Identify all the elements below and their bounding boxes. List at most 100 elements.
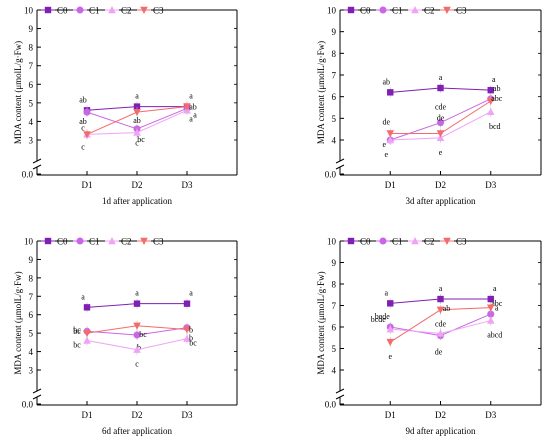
x-tick-label: D1: [82, 180, 93, 190]
data-label: bc: [189, 339, 197, 348]
data-point-C3: [486, 304, 495, 312]
data-point-C2: [386, 136, 395, 144]
data-point-C0: [183, 300, 191, 307]
data-label: de: [382, 118, 390, 127]
data-label: bcd: [489, 122, 501, 131]
data-label: a: [189, 92, 193, 101]
y-axis-title: MDA content (μmolL/g·Fw): [13, 41, 23, 144]
data-point-C3: [486, 97, 495, 105]
data-point-C2: [436, 329, 445, 337]
y-tick-label: 10: [327, 6, 337, 16]
data-point-C1: [437, 119, 444, 127]
legend-marker: [140, 6, 148, 14]
y-tick-label: 9: [332, 258, 337, 268]
data-label: e: [384, 150, 388, 159]
y-tick-label: 9: [332, 27, 337, 37]
data-label: c: [81, 123, 85, 132]
x-axis-title: 1d after application: [102, 196, 172, 206]
y-tick-label: 10: [24, 237, 34, 247]
data-point-C2: [386, 325, 395, 333]
y-tick-label: 7: [332, 301, 337, 311]
data-label: bc: [137, 135, 145, 144]
axis-break-mark: [32, 394, 42, 400]
x-tick-label: D3: [182, 180, 193, 190]
data-point-C3: [133, 108, 141, 117]
axis-break-mark: [335, 158, 345, 164]
legend-label: C0: [57, 237, 68, 247]
data-label: ab: [133, 116, 141, 125]
legend-label: C1: [392, 237, 403, 247]
legend-marker: [347, 237, 355, 245]
data-label: bcde: [371, 315, 387, 324]
series-C2: bc c bc: [73, 333, 197, 369]
data-label: a: [439, 73, 443, 82]
y-tick-label: 7: [332, 71, 337, 81]
series-C3: bc bc b: [73, 320, 193, 339]
legend-marker: [140, 237, 148, 245]
data-point-C3: [436, 130, 445, 138]
data-label: a: [189, 115, 193, 124]
data-label: abcd: [487, 331, 502, 340]
y-tick-label: 4: [332, 366, 337, 376]
data-label: b: [189, 334, 193, 343]
x-tick-label: D1: [385, 410, 396, 420]
legend-label: C2: [121, 237, 132, 247]
y-tick-label: 9: [29, 24, 34, 34]
data-label: e: [382, 140, 386, 149]
data-label: bc: [139, 330, 147, 339]
data-label: ab: [189, 102, 197, 111]
data-label: ab: [443, 304, 451, 313]
y-axis-title: MDA content (μmolL/g·Fw): [316, 271, 326, 374]
x-axis-title: 3d after application: [406, 196, 476, 206]
data-label: de: [437, 114, 445, 123]
legend: C0 C1 C2 C3: [41, 6, 164, 16]
data-label: e: [439, 148, 443, 157]
legend-label: C2: [121, 6, 132, 16]
y-tick-label: 0.0: [22, 400, 34, 410]
chart-panel-2: 0.0 4 5 6 7 8 9 10 D1 D2 D3 3d after application MDA…: [316, 6, 542, 206]
data-label: abc: [491, 299, 503, 308]
y-tick-label: 9: [29, 255, 34, 265]
y-tick-label: 3: [29, 136, 34, 146]
legend-label: C0: [360, 6, 371, 16]
legend-marker: [411, 6, 419, 14]
series-C0: ab a a: [382, 73, 496, 98]
legend-label: C3: [456, 237, 467, 247]
data-label: a: [495, 304, 499, 313]
data-label: a: [193, 110, 197, 119]
legend-label: C1: [89, 6, 100, 16]
x-axis-title: 6d after application: [102, 426, 172, 436]
data-point-C3: [133, 322, 141, 330]
x-tick-label: D1: [82, 410, 93, 420]
data-point-C0: [437, 84, 444, 92]
legend: C0 C1 C2 C3: [41, 237, 164, 247]
y-tick-label: 4: [332, 136, 337, 146]
x-axis-title: 9d after application: [406, 426, 476, 436]
axis-break-mark: [335, 388, 345, 394]
axis-break-mark: [335, 394, 345, 400]
legend-label: C2: [424, 237, 435, 247]
legend-label: C3: [153, 6, 164, 16]
chart-panel-3: 0.0 3 4 5 6 7 8 9 10 D1 D2 D3 6d after application MD…: [13, 237, 238, 436]
y-tick-label: 4: [29, 117, 34, 127]
data-point-C0: [387, 89, 394, 96]
legend-label: C1: [89, 237, 100, 247]
series-C3: de de abc: [382, 94, 503, 139]
y-tick-label: 10: [327, 237, 337, 247]
data-label: ab: [382, 77, 390, 86]
y-tick-label: 8: [29, 273, 34, 283]
y-tick-label: 0.0: [325, 170, 337, 180]
y-tick-label: 6: [29, 310, 34, 320]
x-tick-label: D2: [132, 180, 143, 190]
axis-break-mark: [335, 164, 345, 170]
data-point-C3: [83, 131, 91, 139]
data-point-C1: [487, 310, 495, 318]
y-tick-label: 8: [332, 49, 337, 59]
series-C1: e cde ab: [382, 84, 500, 149]
legend-label: C0: [360, 237, 371, 247]
data-label: bc: [73, 327, 81, 336]
x-tick-label: D2: [435, 180, 446, 190]
data-point-C3: [386, 338, 395, 347]
y-tick-label: 8: [332, 280, 337, 290]
